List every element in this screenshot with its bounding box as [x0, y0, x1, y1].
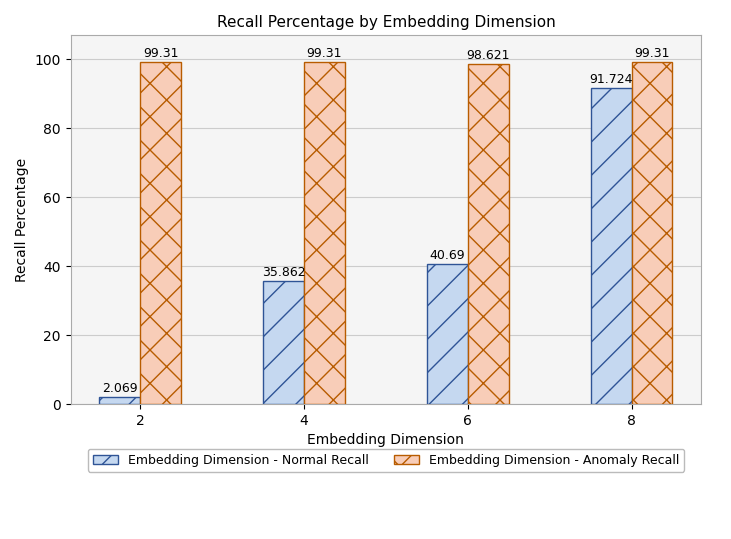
Bar — [140, 62, 181, 404]
Bar — [632, 62, 673, 404]
X-axis label: Embedding Dimension: Embedding Dimension — [308, 433, 464, 447]
Bar — [304, 62, 345, 404]
Text: 99.31: 99.31 — [635, 47, 670, 60]
Text: 2.069: 2.069 — [102, 382, 137, 395]
Bar — [263, 280, 304, 404]
Text: 99.31: 99.31 — [307, 47, 342, 60]
Bar — [591, 88, 632, 404]
Text: 91.724: 91.724 — [589, 73, 633, 86]
Bar — [99, 397, 140, 404]
Text: 98.621: 98.621 — [466, 50, 510, 63]
Bar — [427, 264, 468, 404]
Title: Recall Percentage by Embedding Dimension: Recall Percentage by Embedding Dimension — [216, 15, 556, 30]
Bar — [468, 64, 509, 404]
Text: 35.862: 35.862 — [262, 266, 306, 279]
Text: 40.69: 40.69 — [430, 249, 465, 262]
Y-axis label: Recall Percentage: Recall Percentage — [15, 158, 29, 282]
Text: 99.31: 99.31 — [143, 47, 178, 60]
Legend: Embedding Dimension - Normal Recall, Embedding Dimension - Anomaly Recall: Embedding Dimension - Normal Recall, Emb… — [88, 448, 684, 472]
